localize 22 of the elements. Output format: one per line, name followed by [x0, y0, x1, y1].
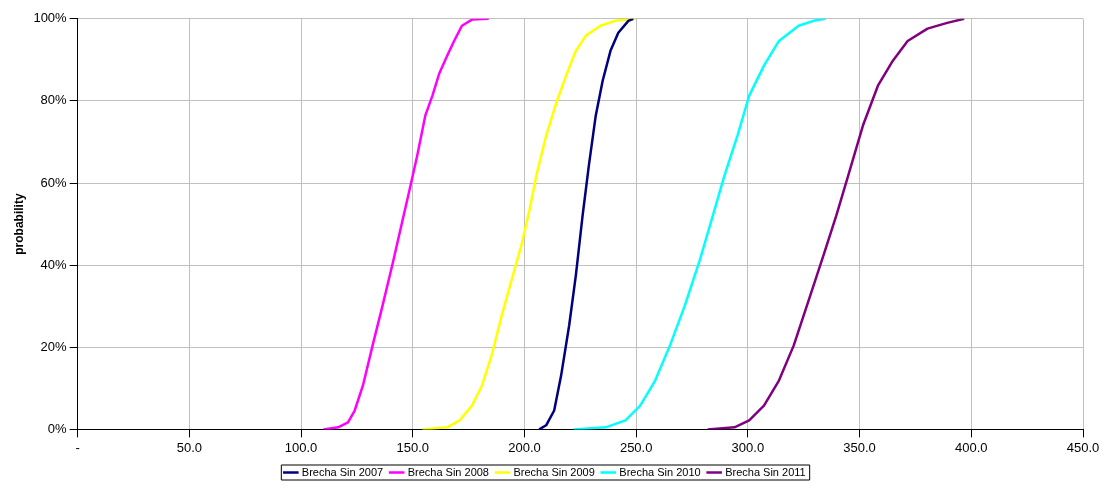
x-tick-label: 300.0 — [731, 439, 765, 455]
y-tick-label: 40% — [40, 256, 68, 272]
x-tick-label: 50.0 — [176, 439, 203, 455]
legend-label: Brecha Sin 2008 — [407, 465, 489, 478]
y-axis-title: probability — [11, 193, 26, 255]
legend-label: Brecha Sin 2011 — [725, 465, 806, 478]
y-tick-label: 80% — [40, 92, 68, 108]
legend-label: Brecha Sin 2007 — [301, 465, 384, 478]
y-tick-label: 100% — [33, 10, 68, 26]
x-tick-label: 200.0 — [508, 439, 541, 455]
x-tick-label: 150.0 — [396, 439, 430, 455]
legend-label: Brecha Sin 2010 — [619, 465, 701, 478]
legend-label: Brecha Sin 2009 — [513, 465, 595, 478]
x-tick-label: 400.0 — [955, 439, 988, 455]
x-tick-label: 350.0 — [843, 439, 876, 455]
x-tick-label: 450.0 — [1066, 439, 1100, 455]
y-tick-label: 60% — [40, 174, 68, 190]
x-tick-label: 100.0 — [284, 439, 318, 455]
x-tick-label: - — [75, 439, 80, 455]
y-tick-label: 0% — [47, 420, 68, 436]
x-tick-label: 250.0 — [619, 439, 653, 455]
y-tick-label: 20% — [40, 338, 68, 354]
